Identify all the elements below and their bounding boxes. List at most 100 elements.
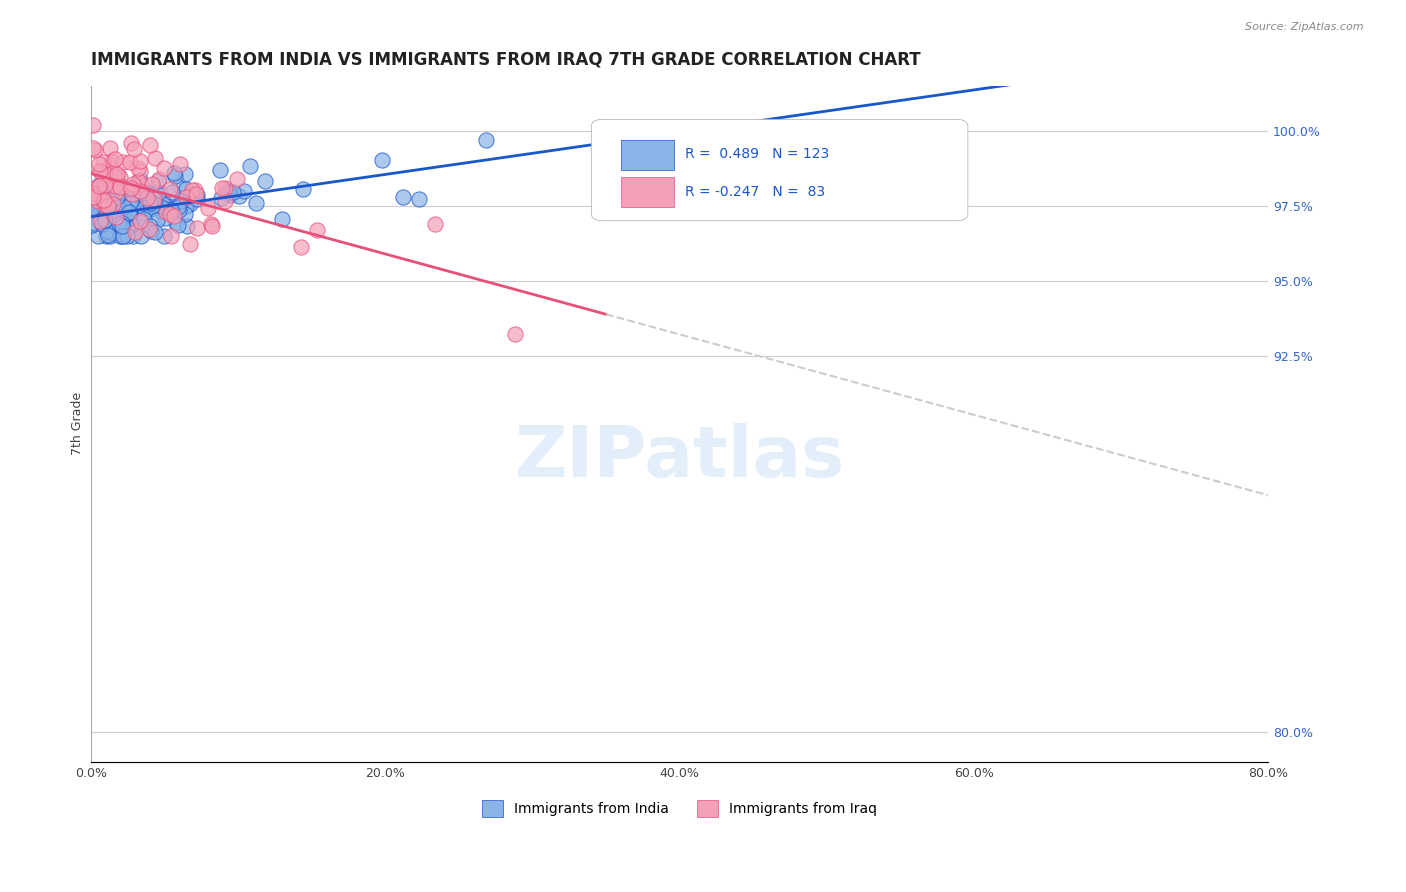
Immigrants from Iraq — [425, 217, 447, 231]
Immigrants from India — [270, 212, 292, 227]
Immigrants from India — [152, 196, 174, 211]
Immigrants from Iraq — [143, 192, 166, 206]
Immigrants from India — [111, 228, 134, 243]
Immigrants from India — [105, 201, 128, 215]
Immigrants from India — [215, 186, 238, 200]
Immigrants from India — [174, 199, 197, 213]
Immigrants from India — [121, 201, 143, 215]
Immigrants from Iraq — [96, 170, 118, 185]
Immigrants from Iraq — [138, 138, 160, 153]
Immigrants from Iraq — [91, 194, 114, 209]
Bar — [620, 140, 673, 170]
Immigrants from India — [98, 183, 121, 197]
Immigrants from India — [392, 190, 415, 204]
Immigrants from India — [94, 213, 117, 227]
Immigrants from Iraq — [128, 185, 150, 199]
Immigrants from India — [80, 201, 103, 215]
Immigrants from India — [104, 205, 127, 219]
Immigrants from Iraq — [87, 157, 110, 171]
Bar — [620, 177, 673, 207]
Immigrants from Iraq — [108, 180, 131, 194]
Immigrants from Iraq — [129, 163, 152, 178]
Immigrants from Iraq — [80, 186, 103, 200]
Immigrants from Iraq — [122, 178, 145, 192]
Immigrants from India — [96, 224, 118, 238]
Immigrants from India — [120, 219, 142, 233]
Immigrants from India — [121, 216, 143, 230]
Immigrants from India — [89, 178, 111, 193]
Immigrants from India — [134, 186, 156, 200]
Immigrants from India — [152, 228, 174, 243]
Immigrants from India — [84, 208, 107, 222]
Immigrants from India — [121, 228, 143, 243]
Immigrants from India — [128, 204, 150, 219]
Immigrants from India — [176, 219, 198, 233]
Immigrants from Iraq — [225, 172, 247, 186]
Immigrants from India — [134, 205, 156, 219]
Immigrants from India — [139, 195, 162, 210]
Immigrants from India — [138, 199, 160, 213]
Text: R = -0.247   N =  83: R = -0.247 N = 83 — [686, 185, 825, 199]
Immigrants from Iraq — [100, 154, 122, 169]
Immigrants from India — [149, 203, 172, 218]
Immigrants from India — [108, 189, 131, 203]
Immigrants from India — [239, 159, 262, 173]
Immigrants from India — [117, 206, 139, 220]
Immigrants from Iraq — [118, 154, 141, 169]
Immigrants from India — [162, 202, 184, 216]
Immigrants from Iraq — [181, 183, 204, 197]
FancyBboxPatch shape — [592, 120, 967, 220]
Immigrants from Iraq — [120, 136, 142, 150]
Immigrants from India — [117, 196, 139, 211]
Immigrants from India — [108, 178, 131, 193]
Immigrants from Iraq — [98, 141, 121, 155]
Immigrants from India — [136, 186, 159, 200]
Immigrants from India — [108, 217, 131, 231]
Immigrants from India — [129, 228, 152, 243]
Immigrants from Iraq — [121, 186, 143, 201]
Immigrants from Iraq — [89, 164, 111, 178]
Immigrants from India — [122, 191, 145, 205]
Immigrants from Iraq — [101, 197, 124, 211]
Immigrants from India — [149, 193, 172, 207]
Immigrants from India — [122, 219, 145, 234]
Text: ZIPatlas: ZIPatlas — [515, 423, 845, 492]
Immigrants from India — [100, 217, 122, 231]
Immigrants from India — [107, 178, 129, 193]
Immigrants from India — [408, 192, 430, 206]
Immigrants from Iraq — [82, 190, 104, 204]
Immigrants from Iraq — [97, 199, 120, 213]
Immigrants from India — [115, 228, 138, 243]
Immigrants from India — [89, 206, 111, 220]
Immigrants from India — [110, 219, 132, 234]
Immigrants from India — [186, 188, 208, 202]
Immigrants from India — [174, 182, 197, 196]
Immigrants from Iraq — [82, 141, 104, 155]
Immigrants from India — [128, 173, 150, 187]
Immigrants from India — [160, 186, 183, 200]
Immigrants from India — [170, 194, 193, 209]
Immigrants from Iraq — [103, 165, 125, 179]
Immigrants from India — [228, 189, 250, 203]
Immigrants from Iraq — [141, 177, 163, 191]
Immigrants from Iraq — [105, 185, 128, 199]
Immigrants from India — [101, 226, 124, 240]
Immigrants from Iraq — [214, 194, 236, 208]
Immigrants from Iraq — [138, 222, 160, 236]
Immigrants from India — [108, 228, 131, 243]
Immigrants from India — [83, 216, 105, 230]
Immigrants from Iraq — [163, 209, 186, 223]
Text: IMMIGRANTS FROM INDIA VS IMMIGRANTS FROM IRAQ 7TH GRADE CORRELATION CHART: IMMIGRANTS FROM INDIA VS IMMIGRANTS FROM… — [91, 51, 921, 69]
Immigrants from Iraq — [143, 151, 166, 165]
Immigrants from Iraq — [169, 157, 191, 171]
Immigrants from India — [209, 191, 232, 205]
Immigrants from India — [93, 210, 115, 224]
Immigrants from India — [97, 228, 120, 243]
Immigrants from India — [167, 203, 190, 218]
Immigrants from Iraq — [201, 219, 224, 234]
Immigrants from Iraq — [179, 237, 201, 252]
Immigrants from India — [143, 225, 166, 239]
Immigrants from Iraq — [97, 170, 120, 185]
Immigrants from India — [93, 193, 115, 207]
Immigrants from Iraq — [89, 178, 111, 193]
